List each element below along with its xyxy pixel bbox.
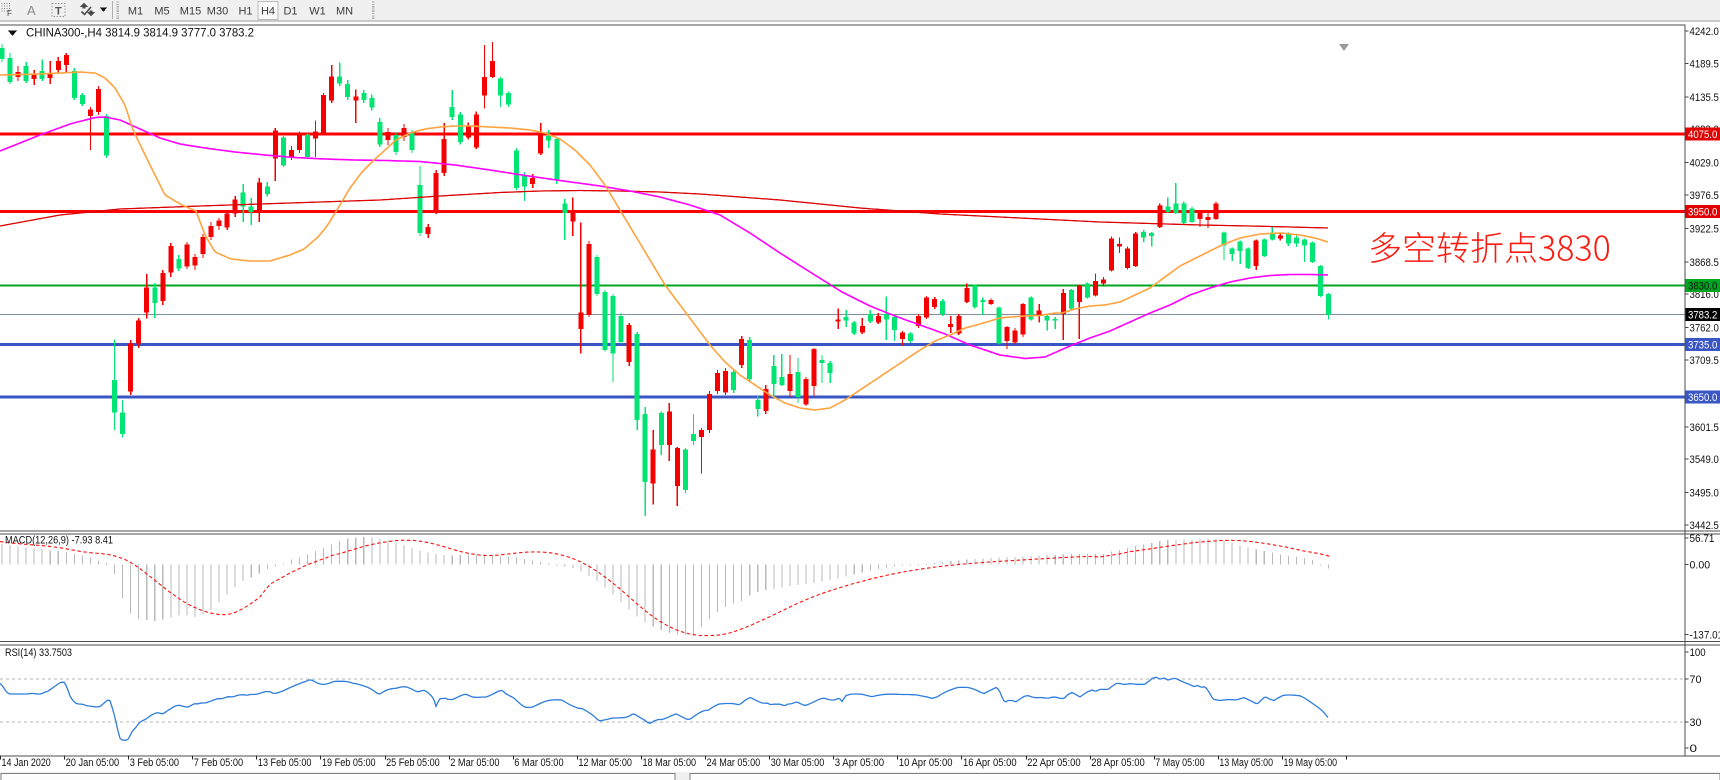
- svg-text:3709.5: 3709.5: [1690, 355, 1719, 367]
- svg-text:CHINA300-,H4 3814.9 3814.9 37: CHINA300-,H4 3814.9 3814.9 3777.0 3783.2: [26, 26, 254, 40]
- svg-text:7 Feb 05:00: 7 Feb 05:00: [194, 757, 243, 769]
- svg-text:3762.0: 3762.0: [1690, 323, 1719, 335]
- svg-text:RSI(14) 33.7503: RSI(14) 33.7503: [5, 647, 72, 659]
- svg-text:4135.5: 4135.5: [1690, 92, 1719, 104]
- svg-text:24 Mar 05:00: 24 Mar 05:00: [707, 757, 761, 769]
- svg-text:70: 70: [1690, 674, 1702, 686]
- svg-text:H4: H4: [261, 6, 275, 18]
- svg-text:4075.0: 4075.0: [1688, 129, 1717, 141]
- svg-text:20 Jan 05:00: 20 Jan 05:00: [66, 757, 120, 769]
- svg-text:M1: M1: [128, 6, 143, 18]
- svg-text:6 Mar 05:00: 6 Mar 05:00: [514, 757, 563, 769]
- svg-text:3735.0: 3735.0: [1688, 339, 1717, 351]
- svg-text:3830.0: 3830.0: [1688, 281, 1717, 293]
- svg-text:0: 0: [1690, 743, 1698, 755]
- svg-text:4189.5: 4189.5: [1690, 58, 1719, 70]
- svg-text:13 Feb 05:00: 13 Feb 05:00: [258, 757, 312, 769]
- svg-text:19 Feb 05:00: 19 Feb 05:00: [322, 757, 376, 769]
- svg-text:30: 30: [1690, 717, 1702, 729]
- svg-text:3868.5: 3868.5: [1690, 257, 1719, 269]
- svg-text:M15: M15: [180, 6, 201, 18]
- svg-text:4242.0: 4242.0: [1690, 26, 1719, 38]
- svg-text:0.00: 0.00: [1690, 560, 1711, 572]
- svg-text:3976.5: 3976.5: [1690, 190, 1719, 202]
- svg-text:3 Feb 05:00: 3 Feb 05:00: [130, 757, 179, 769]
- svg-text:3442.5: 3442.5: [1690, 520, 1719, 532]
- svg-text:H1: H1: [238, 6, 252, 18]
- svg-text:30 Mar 05:00: 30 Mar 05:00: [771, 757, 825, 769]
- svg-text:F: F: [7, 9, 12, 18]
- svg-text:3816.0: 3816.0: [1690, 289, 1719, 301]
- svg-text:14 Jan 2020: 14 Jan 2020: [2, 757, 51, 769]
- svg-text:D1: D1: [283, 6, 297, 18]
- svg-text:10 Apr 05:00: 10 Apr 05:00: [899, 757, 953, 769]
- svg-text:MACD(12,26,9) -7.93 8.41: MACD(12,26,9) -7.93 8.41: [5, 535, 113, 547]
- svg-text:A: A: [27, 3, 36, 18]
- svg-text:100: 100: [1690, 647, 1706, 659]
- svg-text:2 Mar 05:00: 2 Mar 05:00: [450, 757, 499, 769]
- svg-text:56.71: 56.71: [1690, 533, 1715, 545]
- svg-text:3601.5: 3601.5: [1690, 422, 1719, 434]
- svg-text:28 Apr 05:00: 28 Apr 05:00: [1091, 757, 1145, 769]
- svg-text:18 Mar 05:00: 18 Mar 05:00: [643, 757, 697, 769]
- svg-text:3650.0: 3650.0: [1688, 392, 1717, 404]
- svg-text:3922.5: 3922.5: [1690, 223, 1719, 235]
- svg-text:4029.0: 4029.0: [1690, 158, 1719, 170]
- svg-text:16 Apr 05:00: 16 Apr 05:00: [963, 757, 1017, 769]
- svg-text:3950.0: 3950.0: [1688, 206, 1717, 218]
- svg-text:25 Feb 05:00: 25 Feb 05:00: [386, 757, 440, 769]
- svg-text:3783.2: 3783.2: [1688, 310, 1717, 322]
- svg-text:M30: M30: [207, 6, 228, 18]
- svg-text:13 May 05:00: 13 May 05:00: [1219, 757, 1273, 769]
- svg-text:19 May 05:00: 19 May 05:00: [1284, 757, 1338, 769]
- svg-text:T: T: [55, 6, 62, 18]
- svg-text:3549.0: 3549.0: [1690, 454, 1719, 466]
- svg-text:12 Mar 05:00: 12 Mar 05:00: [578, 757, 632, 769]
- svg-text:MN: MN: [336, 6, 353, 18]
- svg-text:22 Apr 05:00: 22 Apr 05:00: [1027, 757, 1081, 769]
- svg-text:-137.01: -137.01: [1690, 630, 1720, 642]
- svg-text:M5: M5: [154, 6, 169, 18]
- svg-text:3495.0: 3495.0: [1690, 488, 1719, 500]
- svg-text:W1: W1: [309, 6, 326, 18]
- svg-text:3 Apr 05:00: 3 Apr 05:00: [835, 757, 884, 769]
- svg-text:7 May 05:00: 7 May 05:00: [1155, 757, 1204, 769]
